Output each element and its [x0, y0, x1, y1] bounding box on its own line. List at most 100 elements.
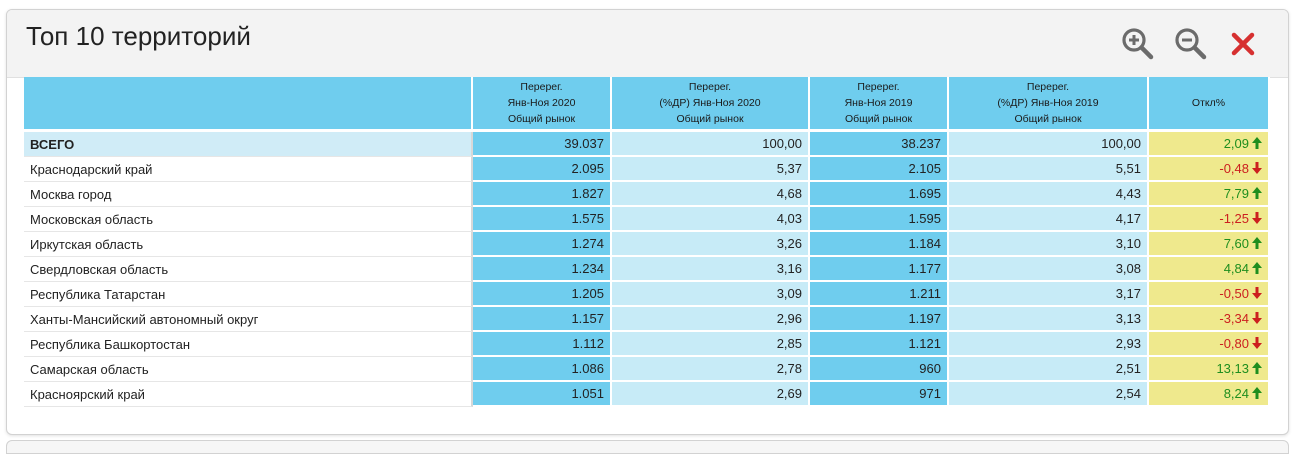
cell-rereg-2019: 38.237	[810, 132, 949, 157]
column-header-rereg-share-2020[interactable]: Перерег. (%ДР) Янв-Ноя 2020 Общий рынок	[612, 77, 810, 132]
panel-header: Топ 10 территорий	[7, 10, 1288, 78]
table-row[interactable]: Свердловская область 1.234 3,16 1.177 3,08 4,…	[24, 257, 1270, 282]
header-line: Янв-Ноя 2019	[844, 97, 913, 109]
cell-deviation: 7,60	[1149, 232, 1270, 257]
cell-deviation: 8,24	[1149, 382, 1270, 407]
cell-rereg-share-2019: 3,13	[949, 307, 1149, 332]
cell-rereg-share-2020: 4,68	[612, 182, 810, 207]
cell-deviation: -1,25	[1149, 207, 1270, 232]
column-header-rereg-2020[interactable]: Перерег. Янв-Ноя 2020 Общий рынок	[473, 77, 612, 132]
arrow-down-icon	[1252, 212, 1262, 224]
cell-rereg-2020: 1.086	[473, 357, 612, 382]
cell-deviation: 13,13	[1149, 357, 1270, 382]
cell-territory: Красноярский край	[24, 382, 473, 407]
header-line: Перерег.	[857, 81, 900, 93]
zoom-out-icon[interactable]	[1174, 27, 1208, 61]
cell-rereg-2020: 1.575	[473, 207, 612, 232]
cell-rereg-share-2020: 3,26	[612, 232, 810, 257]
cell-rereg-share-2020: 3,09	[612, 282, 810, 307]
cell-rereg-share-2019: 4,43	[949, 182, 1149, 207]
table-header-row: Перерег. Янв-Ноя 2020 Общий рынок Перере…	[24, 77, 1270, 132]
cell-rereg-2020: 2.095	[473, 157, 612, 182]
header-line: Общий рынок	[507, 113, 576, 125]
arrow-up-icon	[1252, 262, 1262, 274]
cell-territory: Московская область	[24, 207, 473, 232]
cell-rereg-2019: 1.197	[810, 307, 949, 332]
arrow-up-icon	[1252, 237, 1262, 249]
table-row[interactable]: Москва город 1.827 4,68 1.695 4,43 7,79	[24, 182, 1270, 207]
cell-territory: Республика Башкортостан	[24, 332, 473, 357]
cell-rereg-share-2020: 100,00	[612, 132, 810, 157]
deviation-value: 7,60	[1223, 236, 1249, 251]
cell-rereg-2020: 39.037	[473, 132, 612, 157]
next-panel-edge	[6, 440, 1289, 454]
cell-rereg-2019: 1.177	[810, 257, 949, 282]
cell-deviation: -0,48	[1149, 157, 1270, 182]
cell-rereg-share-2019: 2,93	[949, 332, 1149, 357]
arrow-down-icon	[1252, 287, 1262, 299]
deviation-value: -0,80	[1219, 336, 1249, 351]
header-line: Перерег.	[520, 81, 563, 93]
cell-rereg-share-2019: 2,54	[949, 382, 1149, 407]
deviation-value: 4,84	[1223, 261, 1249, 276]
cell-deviation: 4,84	[1149, 257, 1270, 282]
table-row[interactable]: Красноярский край 1.051 2,69 971 2,54 8,24	[24, 382, 1270, 407]
cell-territory: Самарская область	[24, 357, 473, 382]
cell-rereg-2020: 1.112	[473, 332, 612, 357]
cell-deviation: -0,80	[1149, 332, 1270, 357]
column-header-rereg-share-2019[interactable]: Перерег. (%ДР) Янв-Ноя 2019 Общий рынок	[949, 77, 1149, 132]
cell-territory: Свердловская область	[24, 257, 473, 282]
table-row[interactable]: Самарская область 1.086 2,78 960 2,51 13,13	[24, 357, 1270, 382]
header-line: (%ДР) Янв-Ноя 2020	[659, 97, 761, 109]
column-header-rereg-2019[interactable]: Перерег. Янв-Ноя 2019 Общий рынок	[810, 77, 949, 132]
table-row[interactable]: Московская область 1.575 4,03 1.595 4,17 -1,2…	[24, 207, 1270, 232]
table-row[interactable]: Ханты-Мансийский автономный округ 1.157 2,…	[24, 307, 1270, 332]
arrow-down-icon	[1252, 337, 1262, 349]
zoom-in-icon[interactable]	[1121, 27, 1155, 61]
header-line: Общий рынок	[676, 113, 744, 125]
close-icon[interactable]	[1226, 27, 1260, 61]
cell-rereg-2019: 1.121	[810, 332, 949, 357]
deviation-value: -0,50	[1219, 286, 1249, 301]
table-body: ВСЕГО 39.037 100,00 38.237 100,00 2,09 Краснод…	[24, 132, 1270, 407]
cell-rereg-2019: 1.184	[810, 232, 949, 257]
cell-deviation: -3,34	[1149, 307, 1270, 332]
table-row-total[interactable]: ВСЕГО 39.037 100,00 38.237 100,00 2,09	[24, 132, 1270, 157]
cell-deviation: -0,50	[1149, 282, 1270, 307]
table-row[interactable]: Краснодарский край 2.095 5,37 2.105 5,51 -0,4…	[24, 157, 1270, 182]
cell-deviation: 7,79	[1149, 182, 1270, 207]
top-territories-panel: Топ 10 территорий	[6, 9, 1289, 435]
cell-rereg-2020: 1.234	[473, 257, 612, 282]
table-row[interactable]: Иркутская область 1.274 3,26 1.184 3,10 7,60	[24, 232, 1270, 257]
cell-rereg-share-2020: 3,16	[612, 257, 810, 282]
arrow-up-icon	[1252, 387, 1262, 399]
cell-territory: Ханты-Мансийский автономный округ	[24, 307, 473, 332]
cell-rereg-share-2019: 100,00	[949, 132, 1149, 157]
cell-rereg-2020: 1.051	[473, 382, 612, 407]
header-line: Откл%	[1191, 97, 1226, 109]
cell-territory: Иркутская область	[24, 232, 473, 257]
cell-territory: Москва город	[24, 182, 473, 207]
cell-rereg-share-2020: 2,69	[612, 382, 810, 407]
cell-rereg-2020: 1.827	[473, 182, 612, 207]
arrow-up-icon	[1252, 187, 1262, 199]
cell-rereg-2020: 1.274	[473, 232, 612, 257]
table-row[interactable]: Республика Башкортостан 1.112 2,85 1.121 2,9…	[24, 332, 1270, 357]
cell-rereg-share-2019: 3,08	[949, 257, 1149, 282]
column-header-territory[interactable]	[24, 77, 473, 132]
cell-rereg-share-2020: 5,37	[612, 157, 810, 182]
header-line: Общий рынок	[1014, 113, 1082, 125]
deviation-value: -1,25	[1219, 211, 1249, 226]
deviation-value: 8,24	[1223, 386, 1249, 401]
header-line: Янв-Ноя 2020	[507, 97, 576, 109]
column-header-deviation[interactable]: Откл%	[1149, 77, 1270, 132]
header-line: Общий рынок	[844, 113, 913, 125]
cell-rereg-share-2019: 2,51	[949, 357, 1149, 382]
deviation-value: -3,34	[1219, 311, 1249, 326]
arrow-down-icon	[1252, 162, 1262, 174]
cell-rereg-share-2020: 4,03	[612, 207, 810, 232]
territories-table-container: Перерег. Янв-Ноя 2020 Общий рынок Перере…	[24, 77, 1270, 407]
cell-rereg-share-2019: 4,17	[949, 207, 1149, 232]
table-row[interactable]: Республика Татарстан 1.205 3,09 1.211 3,17 -0…	[24, 282, 1270, 307]
header-line: Перерег.	[1026, 81, 1070, 93]
